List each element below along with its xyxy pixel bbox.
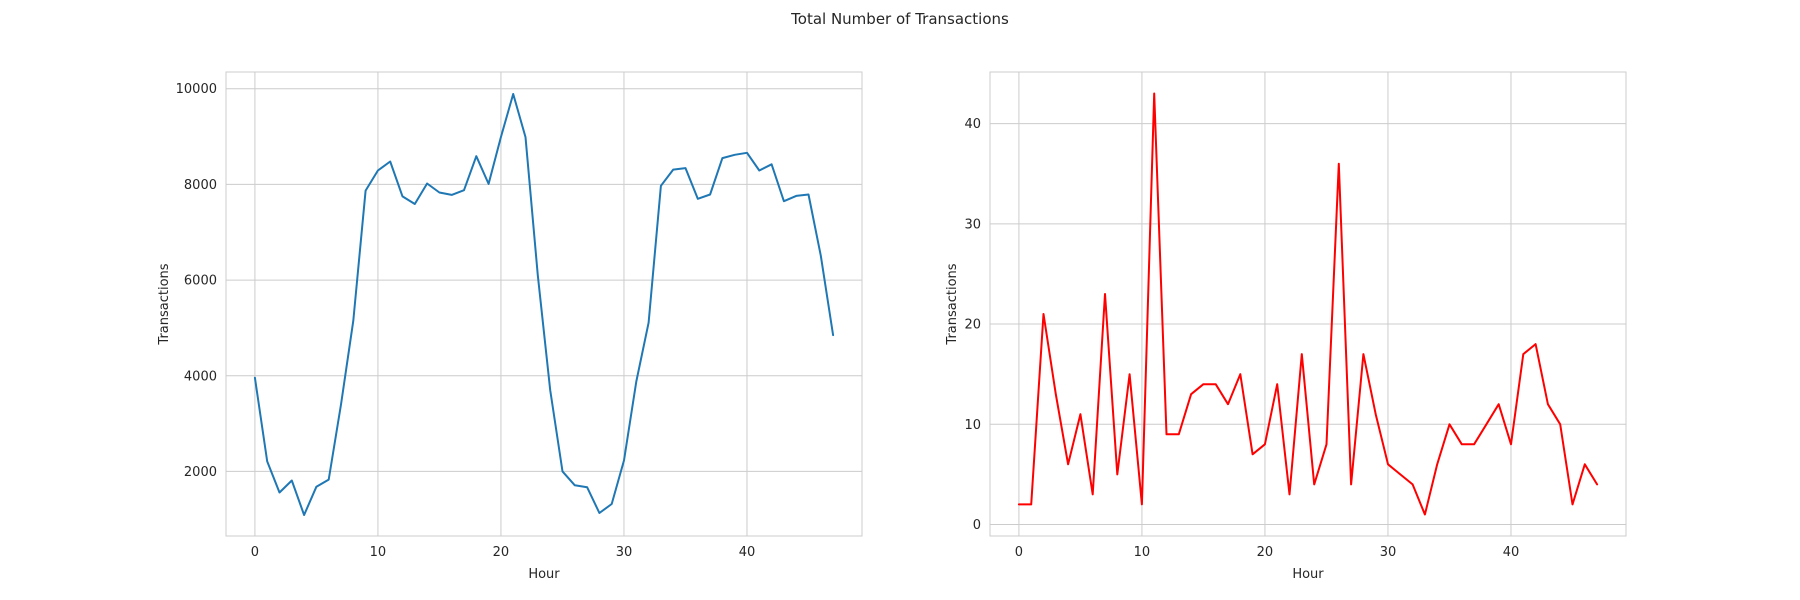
right-plot-frame <box>989 71 1627 537</box>
right-y-tick-label: 10 <box>964 418 981 433</box>
left-y-tick-label: 6000 <box>184 274 217 289</box>
left-series-line <box>253 93 835 516</box>
left-y-tick-label: 4000 <box>184 369 217 384</box>
left-y-axis-label: Transactions <box>157 263 172 345</box>
right-y-tick-label: 0 <box>973 518 981 533</box>
figure-title: Total Number of Transactions <box>790 10 1009 28</box>
left-x-tick-label: 0 <box>251 545 259 560</box>
right-x-axis-label: Hour <box>1292 567 1324 582</box>
right-x-tick-label: 0 <box>1015 545 1023 560</box>
left-x-axis-label: Hour <box>528 567 560 582</box>
right-y-tick-label: 30 <box>964 217 981 232</box>
chart-right: 0 10 20 30 40 0 10 20 30 40 Hour Transactions <box>945 71 1627 582</box>
left-x-tick-label: 40 <box>739 545 756 560</box>
right-x-tick-label: 20 <box>1257 545 1274 560</box>
left-plot-frame <box>225 71 863 537</box>
right-x-tick-label: 40 <box>1503 545 1520 560</box>
left-y-tick-label: 10000 <box>176 82 217 97</box>
right-series-line <box>1017 92 1599 516</box>
right-y-tick-label: 20 <box>964 318 981 333</box>
left-x-tick-label: 30 <box>616 545 633 560</box>
left-x-tick-label: 20 <box>493 545 510 560</box>
right-x-tick-label: 30 <box>1380 545 1397 560</box>
left-y-tick-label: 8000 <box>184 178 217 193</box>
chart-left: 0 10 20 30 40 2000 4000 6000 8000 10000 Hour Transa… <box>157 71 863 582</box>
right-x-tick-label: 10 <box>1134 545 1151 560</box>
left-y-tick-label: 2000 <box>184 465 217 480</box>
left-x-tick-label: 10 <box>370 545 387 560</box>
right-y-axis-label: Transactions <box>945 263 960 345</box>
right-y-tick-label: 40 <box>964 117 981 132</box>
